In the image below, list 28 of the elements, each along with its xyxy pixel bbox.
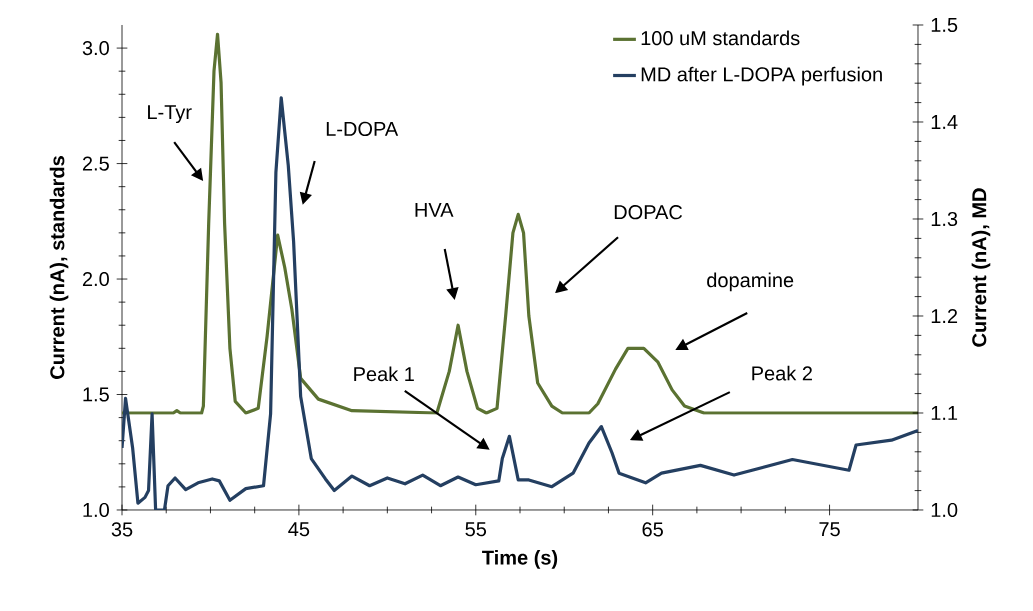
y2-tick-label: 1.5: [931, 18, 958, 32]
y2-tick-label: 1.2: [931, 309, 958, 323]
y2-tick-label: 1.1: [931, 406, 958, 420]
x-tick-label: 65: [642, 522, 663, 537]
y2-axis-title: Current (nA), MD: [971, 188, 991, 347]
x-tick-label: 75: [819, 522, 840, 537]
y2-tick-label: 1.3: [931, 211, 958, 227]
y2-tick-label: 1.4: [931, 115, 958, 129]
annotation: dopamine: [707, 272, 794, 292]
legend-label: MD after L-DOPA perfusion: [641, 66, 882, 86]
annotation: L-DOPA: [326, 121, 399, 136]
y-tick-label: 2.0: [82, 271, 109, 287]
y-tick-label: 1.0: [83, 502, 109, 518]
y-tick-label: 2.5: [82, 156, 109, 171]
x-tick-label: 35: [111, 522, 133, 537]
annotation: HVA: [415, 203, 454, 217]
legend-label: 100 uM standards: [641, 30, 800, 46]
annotation: L-Tyr: [148, 105, 192, 124]
x-tick-label: 55: [465, 522, 487, 537]
annotation: DOPAC: [614, 205, 683, 220]
x-axis-title: Time (s): [482, 550, 558, 569]
annotation: Peak 1: [354, 366, 414, 382]
y2-tick-label: 1.0: [931, 502, 958, 518]
y-tick-label: 3.0: [82, 41, 109, 56]
y-axis-title: Current (nA), standards: [49, 156, 69, 379]
y-tick-label: 1.5: [83, 387, 109, 402]
annotation: Peak 2: [752, 365, 812, 381]
x-tick-label: 45: [288, 522, 310, 537]
